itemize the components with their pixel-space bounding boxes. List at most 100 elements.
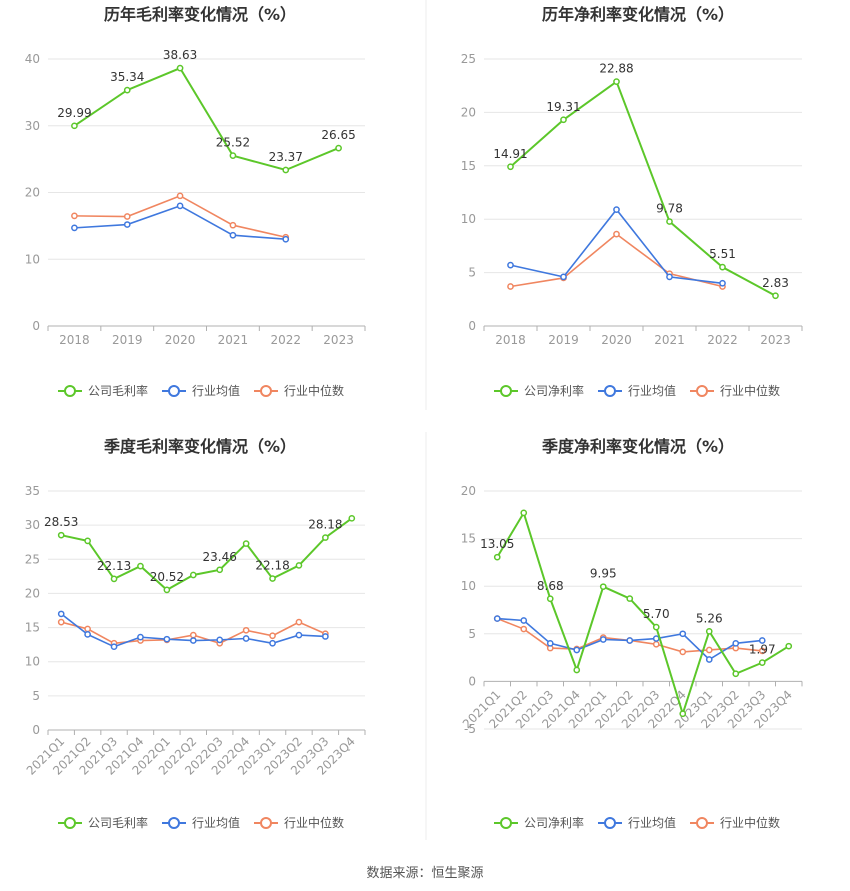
- chart-title: 季度净利率变化情况（%）: [541, 437, 734, 456]
- data-point: [758, 637, 766, 644]
- data-label: 38.63: [163, 48, 197, 62]
- data-label: 1.97: [749, 643, 776, 657]
- legend-swatch-marker: [64, 385, 76, 397]
- data-point: [269, 639, 276, 647]
- annual-net-margin-chart: 历年净利率变化情况（%） 0 5 10 15 20 25 2018 2019 2020 2021 20…: [461, 5, 803, 398]
- data-point: [269, 632, 276, 640]
- data-point: [493, 615, 501, 622]
- data-point: [123, 221, 131, 228]
- data-point: [493, 553, 501, 561]
- data-point: [573, 646, 581, 654]
- data-point: [732, 670, 740, 678]
- data-point: [520, 625, 528, 633]
- legend-label: 行业中位数: [720, 815, 780, 830]
- data-point: [520, 617, 528, 624]
- data-point: [613, 206, 620, 213]
- y-tick-label: 30: [25, 518, 40, 532]
- data-label: 14.91: [493, 147, 527, 161]
- data-label: 19.31: [546, 100, 580, 114]
- data-point: [137, 633, 144, 641]
- data-point: [613, 78, 620, 85]
- data-label: 28.53: [44, 515, 78, 529]
- data-label: 5.70: [643, 607, 670, 621]
- data-point: [282, 235, 290, 243]
- data-point: [176, 202, 184, 210]
- data-label: 22.13: [97, 559, 131, 573]
- y-tick-label: 20: [25, 186, 40, 200]
- data-label: 26.65: [321, 128, 355, 142]
- data-point: [110, 643, 118, 651]
- legend-label: 行业中位数: [720, 383, 780, 398]
- data-label: 5.51: [709, 247, 736, 261]
- x-tick-label: 2020: [165, 333, 196, 347]
- y-tick-label: 25: [461, 52, 476, 66]
- data-point: [507, 163, 514, 171]
- y-tick-label: 20: [461, 105, 476, 119]
- legend-item: 行业均值: [162, 815, 240, 830]
- data-point: [546, 595, 554, 603]
- data-point: [507, 261, 514, 269]
- x-tick-label: 2023: [760, 333, 791, 347]
- data-point: [84, 625, 91, 633]
- legend-item: 公司毛利率: [58, 383, 148, 398]
- data-point: [71, 122, 78, 130]
- data-point: [216, 566, 224, 574]
- data-label: 9.95: [590, 567, 617, 581]
- x-tick-label: 2022: [270, 333, 301, 347]
- data-point: [84, 631, 91, 638]
- data-point: [229, 152, 237, 160]
- y-tick-label: 5: [32, 689, 40, 703]
- data-point: [599, 583, 607, 591]
- data-point: [269, 575, 276, 582]
- data-point: [560, 273, 567, 281]
- y-tick-label: 10: [461, 579, 476, 593]
- y-tick-label: 0: [468, 674, 476, 688]
- y-tick-label: 30: [25, 119, 40, 133]
- data-point: [719, 279, 726, 287]
- data-point: [705, 656, 713, 663]
- x-tick-label: 2018: [59, 333, 90, 347]
- legend-label: 行业均值: [628, 383, 676, 398]
- legend-item: 行业中位数: [254, 815, 344, 830]
- y-tick-label: 10: [461, 212, 476, 226]
- x-tick-label: 2018: [495, 333, 526, 347]
- y-tick-label: 0: [32, 723, 40, 737]
- y-tick-label: 5: [468, 266, 476, 280]
- data-point: [84, 537, 91, 545]
- legend-swatch-marker: [168, 817, 180, 829]
- data-point: [652, 623, 660, 631]
- y-tick-label: 25: [25, 552, 40, 566]
- data-point: [666, 218, 673, 225]
- data-label: 29.99: [57, 106, 91, 120]
- data-point: [216, 636, 224, 644]
- x-tick-label: 2019: [112, 333, 143, 347]
- chart-title: 季度毛利率变化情况（%）: [103, 437, 296, 456]
- data-point: [546, 639, 554, 647]
- data-point: [705, 646, 713, 654]
- data-point: [626, 595, 634, 602]
- legend-label: 行业均值: [628, 815, 676, 830]
- series-line: [509, 80, 776, 297]
- x-tick-label: 2019: [548, 333, 579, 347]
- data-point: [176, 192, 184, 200]
- legend-swatch-marker: [64, 817, 76, 829]
- data-label: 28.18: [308, 518, 342, 532]
- series-line: [74, 194, 286, 239]
- data-point: [573, 666, 581, 674]
- y-tick-label: -5: [464, 722, 476, 736]
- data-point: [123, 86, 131, 94]
- data-point: [242, 540, 250, 547]
- legend-swatch-marker: [500, 817, 512, 829]
- data-point: [520, 509, 528, 517]
- legend-swatch-marker: [260, 817, 272, 829]
- data-point: [189, 637, 197, 644]
- data-label: 13.05: [480, 537, 514, 551]
- data-point: [57, 531, 65, 539]
- y-tick-label: 20: [25, 586, 40, 600]
- data-point: [679, 710, 687, 718]
- y-tick-label: 15: [25, 621, 40, 635]
- y-tick-label: 0: [468, 319, 476, 333]
- data-point: [163, 635, 171, 643]
- annual-gross-margin-chart: 历年毛利率变化情况（%） 0 10 20 30 40 2018 2019 2020 2021 202…: [25, 5, 366, 398]
- data-point: [322, 633, 329, 640]
